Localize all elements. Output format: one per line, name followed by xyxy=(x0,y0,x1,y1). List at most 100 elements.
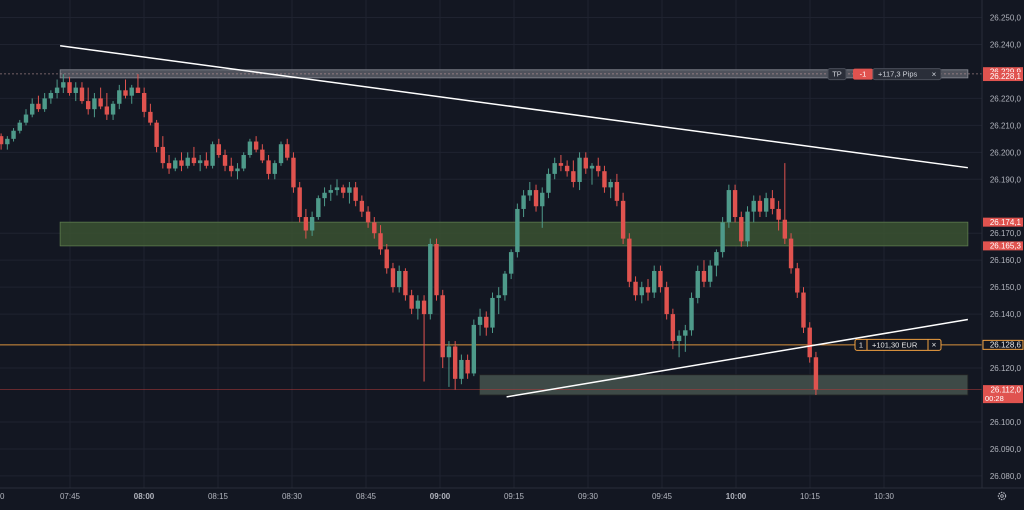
candle xyxy=(782,163,788,244)
candle-body xyxy=(807,327,812,358)
price-tag[interactable] xyxy=(983,241,1023,251)
candle xyxy=(577,152,582,191)
candle-body xyxy=(23,114,29,123)
candle-body xyxy=(390,268,396,288)
candle xyxy=(48,90,54,104)
candle-body xyxy=(154,122,159,147)
price-tag-label: 26.165,3 xyxy=(990,242,1022,251)
price-tag[interactable] xyxy=(982,339,1024,350)
trade-overlays[interactable]: TP -1 +117,3 Pips × 1 +101,30 EUR × xyxy=(827,68,942,351)
candle-body xyxy=(608,181,613,188)
candle xyxy=(117,84,122,110)
candle-body xyxy=(17,122,22,131)
time-tick-label: 10:30 xyxy=(874,492,895,501)
candle xyxy=(645,279,651,301)
candle-body xyxy=(720,222,725,253)
candle xyxy=(502,270,508,301)
time-tick-label: 09:45 xyxy=(652,492,673,501)
candle xyxy=(322,187,327,207)
candle xyxy=(285,138,290,161)
candle-body xyxy=(54,87,60,93)
candle xyxy=(515,203,520,258)
candle-body xyxy=(546,173,551,193)
price-tag[interactable] xyxy=(983,385,1023,404)
candle-body xyxy=(521,195,526,209)
candle xyxy=(353,181,358,207)
price-tag-label: 26.174,1 xyxy=(990,218,1022,227)
candle xyxy=(589,163,595,185)
candle xyxy=(627,233,632,288)
descending-trendline[interactable] xyxy=(60,45,968,169)
tp-close-icon: × xyxy=(932,70,937,79)
candle-body xyxy=(602,171,607,188)
price-axis[interactable]: 26.250,0 26.240,0 26.220,0 26.210,0 26.200,0… xyxy=(981,0,1024,505)
candle-body xyxy=(191,157,197,164)
candle-body xyxy=(5,138,10,145)
candle xyxy=(328,184,333,201)
candle xyxy=(98,87,103,110)
candle xyxy=(297,181,302,223)
candle xyxy=(652,265,657,298)
price-tag-label: 26.112,0 xyxy=(990,385,1021,394)
candle-body xyxy=(92,98,97,110)
candle-body xyxy=(614,181,620,201)
price-tag[interactable] xyxy=(983,72,1023,82)
trend-lines[interactable] xyxy=(60,45,968,398)
candle-body xyxy=(639,287,644,296)
candle xyxy=(484,311,489,336)
candle-body xyxy=(396,270,402,288)
candle xyxy=(154,119,159,153)
candle xyxy=(701,260,707,288)
candle xyxy=(372,217,377,239)
candle-body xyxy=(757,200,763,212)
ascending-trendline[interactable] xyxy=(506,318,968,398)
candle xyxy=(92,92,97,118)
tp-tag-box[interactable] xyxy=(827,68,847,81)
price-tag[interactable] xyxy=(983,67,1023,77)
candle-body xyxy=(266,160,271,174)
candle xyxy=(79,82,85,104)
candle xyxy=(434,238,439,301)
candle-body xyxy=(471,324,477,374)
candle-body xyxy=(409,295,414,309)
candle xyxy=(508,249,514,280)
candle-body xyxy=(726,190,732,223)
candle xyxy=(0,133,4,150)
candle-body xyxy=(359,200,365,212)
candle-body xyxy=(229,165,234,172)
candle xyxy=(496,287,501,315)
candle xyxy=(440,289,445,369)
candle xyxy=(67,76,72,96)
time-axis[interactable]: 0 07:45 08:00 08:15 08:30 08:45 09:00 09:15 09:3… xyxy=(0,487,1024,505)
candle xyxy=(253,136,259,153)
candle xyxy=(54,79,60,99)
candle xyxy=(788,233,794,274)
candle xyxy=(216,138,222,158)
candle-body xyxy=(79,87,85,102)
time-axis-bg xyxy=(0,488,1024,505)
tp-count-box[interactable] xyxy=(853,68,873,80)
candle xyxy=(739,211,744,247)
candle-body xyxy=(316,198,321,218)
candle-body xyxy=(707,265,713,282)
candle xyxy=(540,187,545,228)
candle-body xyxy=(372,222,377,234)
candle xyxy=(73,82,78,102)
candle-body xyxy=(235,168,240,172)
candle-body xyxy=(434,244,439,296)
tp-pips-label: +117,3 Pips xyxy=(878,70,918,79)
candle-body xyxy=(353,187,358,201)
candle-body xyxy=(309,217,315,231)
candle-body xyxy=(179,160,184,166)
candle xyxy=(620,192,626,244)
position-box[interactable] xyxy=(854,338,942,351)
gear-icon[interactable] xyxy=(997,491,1007,501)
time-tick-label: 07:45 xyxy=(60,492,81,501)
price-tag[interactable] xyxy=(983,217,1023,227)
candle-body xyxy=(278,144,284,164)
candle-body xyxy=(123,90,128,96)
tp-pips-box[interactable] xyxy=(872,68,942,81)
candle xyxy=(247,138,253,158)
